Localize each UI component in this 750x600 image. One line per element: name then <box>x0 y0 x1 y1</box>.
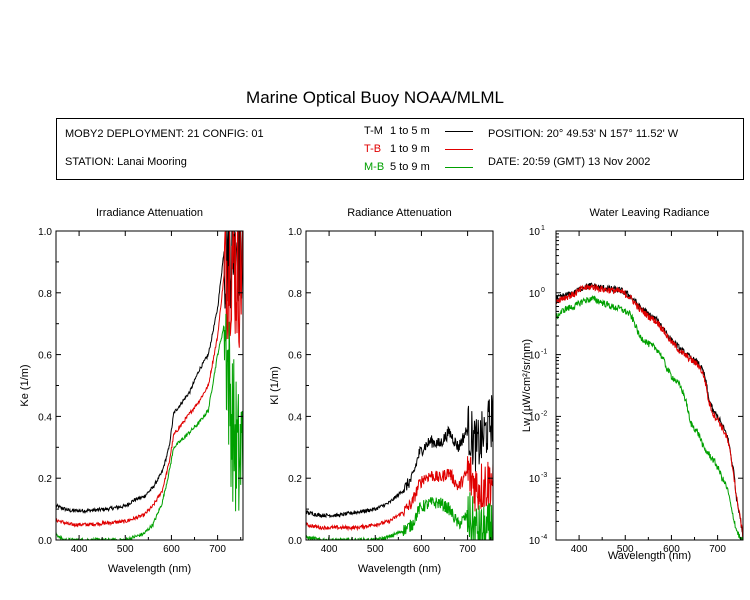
x-tick-label: 600 <box>663 544 680 555</box>
legend-range: 5 to 9 m <box>390 161 430 173</box>
y-axis-label: Ke (1/m) <box>19 364 31 406</box>
series-line-m-b <box>556 294 743 540</box>
y-axis-label: Lw (µW/cm²/sr/nm) <box>521 339 533 432</box>
x-axis-label: Wavelength (nm) <box>608 550 691 562</box>
y-tick-label: 10 <box>529 289 541 300</box>
x-tick-label: 600 <box>413 544 430 555</box>
series-line-t-b <box>306 456 493 532</box>
y-tick-label: 0.6 <box>38 351 52 362</box>
y-tick-label: 10 <box>529 474 541 485</box>
y-tick-exponent: -4 <box>541 534 547 541</box>
legend-entry-t-b: T-B 1 to 9 m <box>364 143 473 157</box>
x-tick-label: 700 <box>709 544 726 555</box>
y-tick-label: 0.2 <box>38 474 52 485</box>
y-tick-exponent: -2 <box>541 410 547 417</box>
y-tick-label: 0.0 <box>288 536 302 547</box>
plot-frame <box>555 230 744 541</box>
x-tick-label: 400 <box>71 544 88 555</box>
series-line-m-b <box>306 492 493 540</box>
legend-range: 1 to 5 m <box>390 125 430 137</box>
legend-swatch <box>445 130 473 132</box>
x-tick-label: 500 <box>617 544 634 555</box>
info-box: MOBY2 DEPLOYMENT: 21 CONFIG: 01 STATION:… <box>56 118 744 180</box>
legend-code: T-M <box>364 125 383 137</box>
y-tick-label: 10 <box>529 227 541 238</box>
y-tick-label: 0.6 <box>288 351 302 362</box>
deployment-label: MOBY2 DEPLOYMENT: 21 CONFIG: 01 <box>65 128 264 140</box>
y-tick-label: 0.8 <box>38 289 52 300</box>
x-tick-label: 700 <box>459 544 476 555</box>
date-label: DATE: 20:59 (GMT) 13 Nov 2002 <box>488 156 651 168</box>
x-tick-label: 500 <box>117 544 134 555</box>
y-tick-label: 1.0 <box>288 227 302 238</box>
y-tick-label: 0.8 <box>288 289 302 300</box>
legend-swatch <box>445 148 473 150</box>
y-tick-exponent: -3 <box>541 472 547 479</box>
y-tick-label: 0.4 <box>288 412 302 423</box>
series-line-t-m <box>56 231 243 515</box>
x-tick-label: 400 <box>571 544 588 555</box>
x-tick-label: 500 <box>367 544 384 555</box>
chart-1: Irradiance Attenuation 400 500 600 700 0.0 0.2… <box>19 207 244 575</box>
y-tick-label: 10 <box>529 536 541 547</box>
legend-entry-m-b: M-B 5 to 9 m <box>364 161 473 175</box>
legend-range: 1 to 9 m <box>390 143 430 155</box>
y-tick-label: 10 <box>529 412 541 423</box>
series-line-t-b <box>556 283 743 540</box>
legend-entry-t-m: T-M 1 to 5 m <box>364 125 473 139</box>
chart-2: Radiance Attenuation 400 500 600 700 0.0 0.2 0.… <box>269 207 494 575</box>
y-tick-label: 1.0 <box>38 227 52 238</box>
legend-code: T-B <box>364 143 382 155</box>
chart-title: Irradiance Attenuation <box>96 207 203 219</box>
x-axis-label: Wavelength (nm) <box>108 563 191 575</box>
y-tick-exponent: 1 <box>541 225 545 232</box>
y-tick-label: 0.4 <box>38 412 52 423</box>
legend-swatch <box>445 166 473 168</box>
position-label: POSITION: 20° 49.53' N 157° 11.52' W <box>488 128 679 140</box>
y-tick-exponent: -1 <box>541 349 547 356</box>
y-tick-label: 10 <box>529 351 541 362</box>
station-label: STATION: Lanai Mooring <box>65 156 187 168</box>
chart-title: Radiance Attenuation <box>347 207 452 219</box>
series-line-t-m <box>556 282 743 540</box>
x-tick-label: 700 <box>209 544 226 555</box>
series-line-t-m <box>306 395 493 519</box>
x-axis-label: Wavelength (nm) <box>358 563 441 575</box>
page-title: Marine Optical Buoy NOAA/MLML <box>246 88 504 107</box>
y-tick-label: 0.0 <box>38 536 52 547</box>
chart-title: Water Leaving Radiance <box>589 207 709 219</box>
x-tick-label: 400 <box>321 544 338 555</box>
y-tick-label: 0.2 <box>288 474 302 485</box>
x-tick-label: 600 <box>163 544 180 555</box>
y-tick-exponent: 0 <box>541 287 545 294</box>
y-axis-label: Kl (1/m) <box>269 366 281 405</box>
legend-code: M-B <box>364 161 385 173</box>
series-line-t-b <box>56 231 243 528</box>
plot-frame <box>55 230 244 541</box>
